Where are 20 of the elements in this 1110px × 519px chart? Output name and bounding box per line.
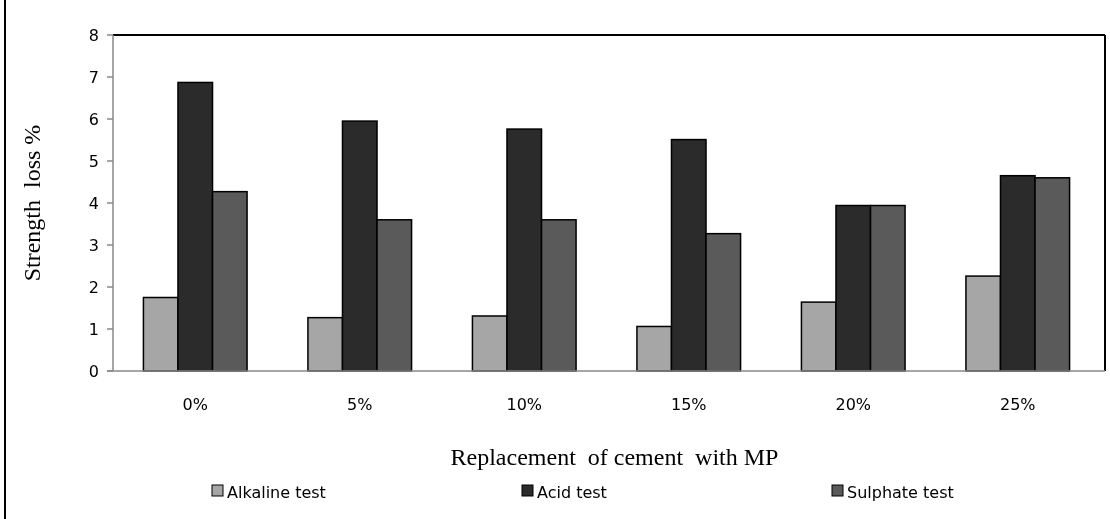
- y-tick-label: 3: [88, 235, 99, 255]
- y-tick-label: 4: [88, 193, 99, 213]
- legend-label: Sulphate test: [847, 482, 954, 502]
- x-tick-label: 0%: [182, 395, 208, 414]
- legend-label: Acid test: [537, 482, 607, 502]
- y-tick-label: 7: [88, 67, 99, 87]
- x-tick-label: 10%: [506, 395, 543, 414]
- x-tick-label: 25%: [999, 395, 1036, 414]
- y-tick-label: 2: [88, 277, 99, 297]
- y-tick-label: 0: [88, 361, 99, 381]
- y-tick-label: 5: [88, 151, 99, 171]
- legend-label: Alkaline test: [227, 482, 326, 502]
- x-tick-label: 5%: [347, 395, 373, 414]
- y-tick-label: 1: [88, 319, 99, 339]
- y-axis-title: Strength loss %: [19, 124, 45, 282]
- y-tick-label: 6: [88, 109, 99, 129]
- x-tick-label: 20%: [835, 395, 872, 414]
- x-tick-label: 15%: [670, 395, 707, 414]
- x-axis-title: Replacement of cement with MP: [450, 444, 779, 470]
- y-tick-label: 8: [88, 25, 99, 45]
